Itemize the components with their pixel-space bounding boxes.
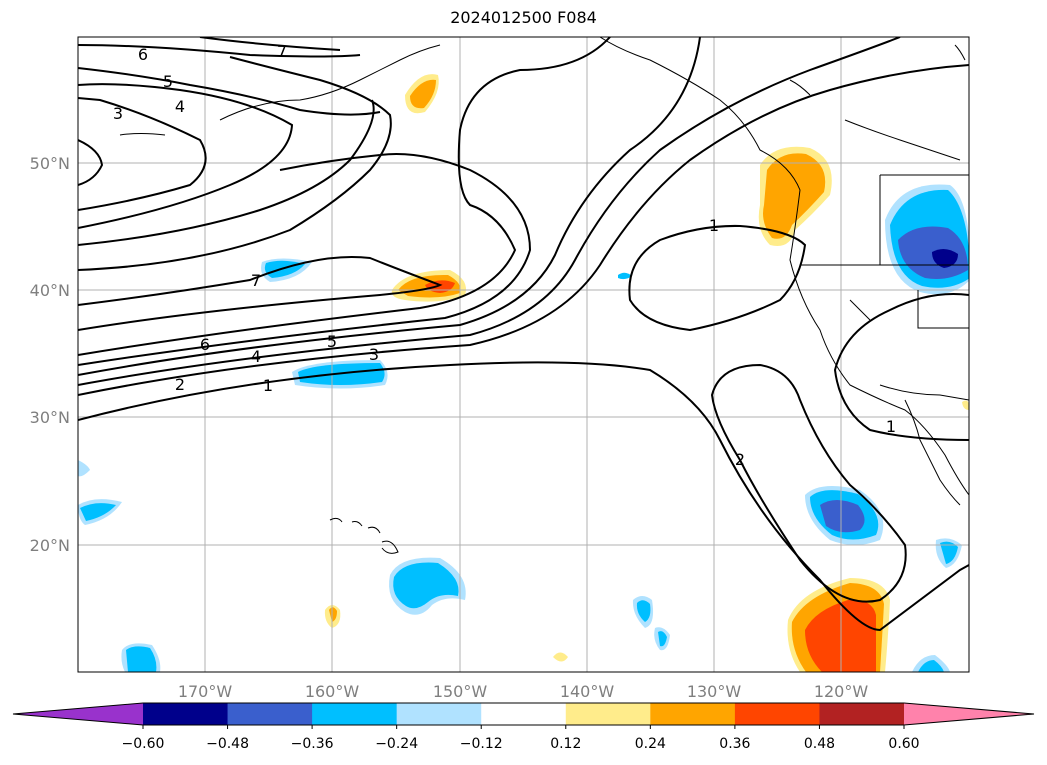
contour-label: 3: [113, 104, 123, 123]
colorbar-tick-label: 0.48: [804, 736, 835, 752]
contour-label: 1: [886, 417, 896, 436]
colorbar: −0.60 −0.48 −0.36 −0.24 −0.12 0.12 0.24 0.36 0.4…: [12, 702, 1035, 752]
colorbar-tick-label: −0.24: [375, 736, 418, 752]
lat-label: 30°N: [30, 408, 70, 427]
lon-label: 160°W: [305, 682, 360, 701]
contour-label: 5: [163, 72, 173, 91]
contour-label: 4: [175, 97, 185, 116]
lon-label: 170°W: [178, 682, 233, 701]
coastlines: [119, 37, 969, 554]
contour-label: 7: [277, 42, 287, 61]
lon-label: 140°W: [560, 682, 615, 701]
contour-label: 5: [327, 332, 337, 351]
latitude-labels: 50°N 40°N 30°N 20°N: [30, 154, 70, 555]
map-title: 2024012500 F084: [450, 8, 597, 27]
contours: [78, 37, 969, 632]
colorbar-bin: [481, 703, 567, 725]
map-area: [78, 37, 969, 672]
contour-label: 2: [175, 375, 185, 394]
colorbar-tick-label: 0.12: [550, 736, 581, 752]
contour-label: 1: [263, 376, 273, 395]
colorbar-tick-label: −0.12: [460, 736, 503, 752]
contour-label: 7: [251, 271, 261, 290]
lon-label: 120°W: [814, 682, 869, 701]
lon-label: 150°W: [433, 682, 488, 701]
longitude-labels: 170°W 160°W 150°W 140°W 130°W 120°W: [178, 682, 869, 701]
contour-labels: 7 6 5 4 3 7 6 5 4 3 2 1 1 2 1: [113, 42, 896, 469]
lat-label: 50°N: [30, 154, 70, 173]
colorbar-tick-label: 0.36: [719, 736, 750, 752]
colorbar-tick-label: −0.60: [122, 736, 165, 752]
colorbar-bin: [143, 703, 229, 725]
contour-label: 4: [251, 347, 261, 366]
colorbar-bin: [312, 703, 398, 725]
colorbar-tick-label: −0.36: [291, 736, 334, 752]
colorbar-bin: [227, 703, 313, 725]
colorbar-tick-label: 0.60: [888, 736, 919, 752]
contour-label: 1: [709, 216, 719, 235]
contour-label: 6: [138, 45, 148, 64]
colorbar-bin: [650, 703, 736, 725]
colorbar-tick-label: −0.48: [206, 736, 249, 752]
map-frame: [77, 36, 970, 673]
contour-label: 6: [200, 335, 210, 354]
colorbar-tick-label: 0.24: [635, 736, 666, 752]
anomaly-shading: [78, 74, 969, 672]
contour-label: 3: [369, 345, 379, 364]
colorbar-bin: [819, 703, 905, 725]
lat-label: 20°N: [30, 536, 70, 555]
colorbar-bin: [565, 703, 651, 725]
colorbar-extend-low: [13, 703, 143, 725]
lat-label: 40°N: [30, 281, 70, 300]
lon-label: 130°W: [687, 682, 742, 701]
colorbar-extend-high: [904, 703, 1034, 725]
colorbar-bin: [734, 703, 820, 725]
contour-label: 2: [735, 450, 745, 469]
colorbar-bin: [396, 703, 482, 725]
